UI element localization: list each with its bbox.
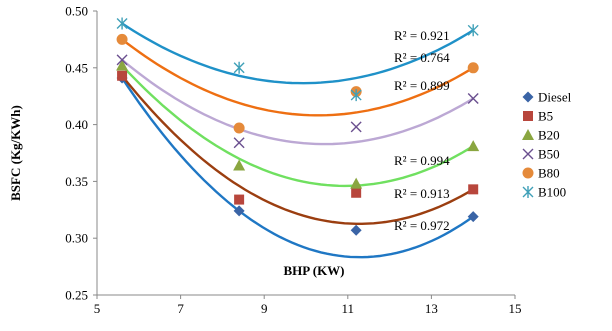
legend-label: B50: [538, 147, 560, 162]
marker-b80: [116, 33, 128, 45]
marker-b50: [467, 92, 479, 104]
marker-b100: [350, 89, 362, 102]
marker-diesel: [467, 211, 479, 223]
r2-label: R² = 0.764: [394, 50, 450, 65]
x-tick-label: 7: [177, 301, 184, 316]
y-tick-label: 0.40: [65, 117, 88, 132]
marker-b20: [233, 159, 246, 171]
trendlines: [121, 22, 474, 259]
marker-b50: [233, 137, 245, 149]
marker-b80: [233, 122, 245, 134]
trendline-diesel: [121, 77, 474, 259]
legend-marker-b50: [522, 148, 534, 160]
marker-b100: [467, 24, 479, 37]
y-tick-label: 0.35: [65, 174, 88, 189]
legend: Diesel B5 B20 B50 B80 B100: [522, 90, 572, 200]
y-tick-label: 0.50: [65, 4, 88, 19]
r2-label: R² = 0.994: [394, 153, 450, 168]
marker-b100: [116, 17, 128, 30]
axes: 0.25 0.30 0.35 0.40 0.45 0.50 5 7 9 11 13 15: [65, 4, 521, 317]
marker-b5: [234, 194, 245, 205]
marker-b5: [468, 184, 479, 195]
legend-label: B80: [538, 166, 560, 181]
trendline-b100: [121, 22, 474, 85]
marker-diesel: [233, 205, 245, 217]
markers: [116, 17, 480, 236]
marker-b20: [467, 140, 480, 152]
legend-marker-b20: [522, 129, 534, 140]
legend-label: B5: [538, 109, 553, 124]
marker-b50: [116, 54, 128, 66]
r2-label: R² = 0.921: [394, 28, 450, 43]
marker-b20: [116, 59, 129, 71]
x-tick-label: 9: [261, 301, 268, 316]
marker-b5: [351, 187, 362, 198]
r2-label: R² = 0.913: [394, 186, 450, 201]
marker-diesel: [350, 224, 362, 236]
r2-label: R² = 0.972: [394, 218, 450, 233]
legend-marker-b5: [523, 111, 533, 121]
x-axis-title: BHP (KW): [283, 263, 344, 278]
marker-b80: [467, 62, 479, 74]
marker-b50: [350, 121, 362, 133]
legend-label: B100: [538, 185, 566, 200]
trendline-b20: [121, 64, 474, 188]
marker-b5: [117, 70, 128, 81]
marker-b100: [233, 61, 245, 74]
r2-label: R² = 0.899: [394, 78, 450, 93]
legend-marker-diesel: [522, 91, 534, 103]
legend-marker-b100: [522, 186, 534, 198]
y-tick-label: 0.25: [65, 288, 88, 303]
x-tick-label: 5: [94, 301, 101, 316]
x-tick-label: 15: [509, 301, 522, 316]
y-tick-label: 0.30: [65, 231, 88, 246]
x-tick-label: 13: [425, 301, 438, 316]
r2-labels: R² = 0.921 R² = 0.764 R² = 0.899 R² = 0.994…: [394, 28, 450, 233]
trendline-b50: [121, 58, 474, 146]
x-tick-label: 11: [342, 301, 355, 316]
legend-label: Diesel: [538, 90, 572, 105]
marker-b20: [350, 177, 363, 189]
y-axis-title: BSFC (Kg/KWh): [8, 105, 23, 201]
y-tick-label: 0.45: [65, 60, 88, 75]
legend-marker-b80: [522, 167, 534, 179]
legend-label: B20: [538, 128, 560, 143]
trendline-b5: [121, 75, 474, 225]
trendline-b80: [121, 38, 474, 117]
